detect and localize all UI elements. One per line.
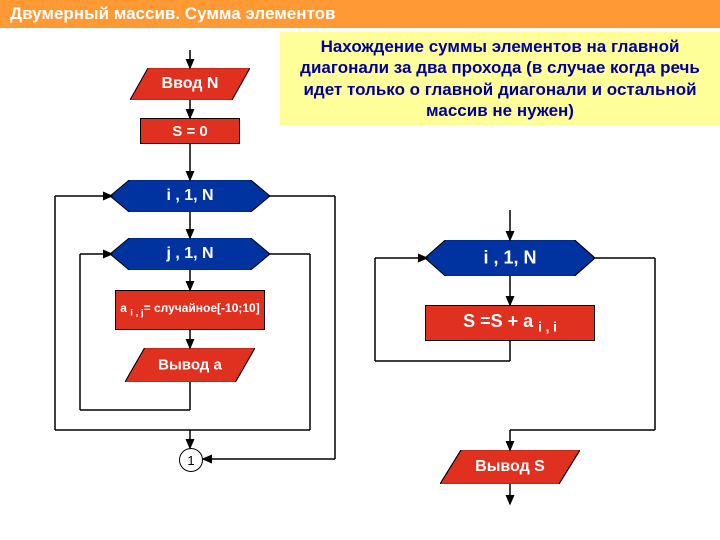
- connector-label: 1: [187, 453, 194, 468]
- description-box: Нахождение суммы элементов на главной ди…: [280, 32, 720, 125]
- header-title: Двумерный массив. Сумма элементов: [10, 4, 335, 23]
- s-zero-rect: S = 0: [140, 118, 240, 144]
- output-a-parallelogram: Вывод а: [125, 348, 255, 382]
- loop-j-hex: j , 1, N: [110, 238, 270, 270]
- right-loop-i-hex: i , 1, N: [425, 240, 595, 276]
- loop-i-hex: i , 1, N: [110, 180, 270, 212]
- sum-rect: S =S + a i , i: [425, 305, 595, 341]
- s-zero-label: S = 0: [172, 123, 207, 140]
- output-s-parallelogram: Вывод S: [440, 450, 580, 484]
- connector-circle: 1: [179, 448, 203, 472]
- random-assign-rect: a i , j= случайное[-10;10]: [115, 290, 265, 330]
- description-text: Нахождение суммы элементов на главной ди…: [300, 37, 700, 120]
- page-header: Двумерный массив. Сумма элементов: [0, 0, 720, 28]
- input-n-parallelogram: Ввод N: [130, 68, 250, 100]
